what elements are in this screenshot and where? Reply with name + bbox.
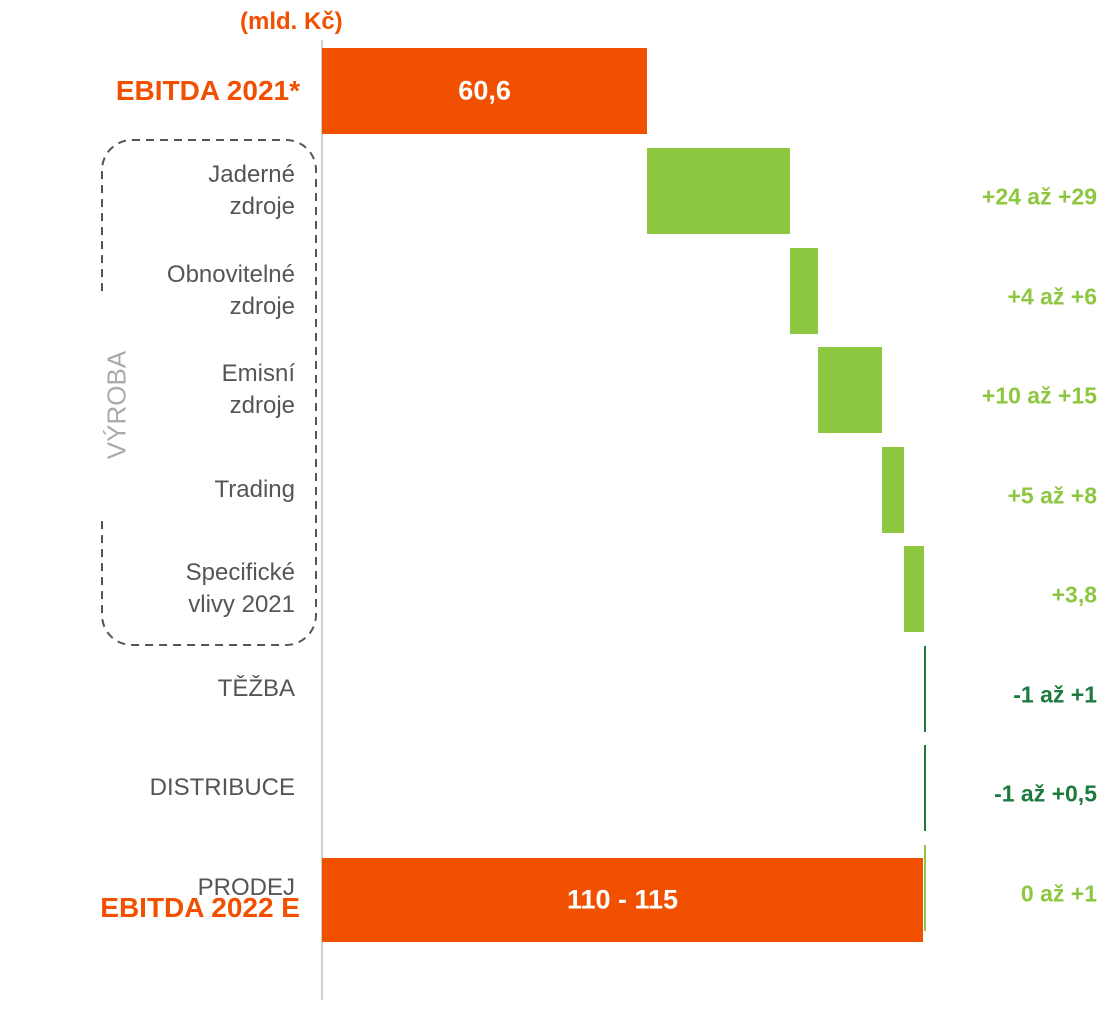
value-label: +3,8 [1051,581,1097,608]
category-label: Obnovitelné zdroje [166,260,295,320]
value-label: +5 až +8 [1007,482,1097,508]
value-label: 0 až +1 [1020,880,1097,906]
group-box [101,139,317,646]
bar [818,347,882,433]
category-label: Specifické vlivy 2021 [185,559,295,618]
start-bar [322,48,648,134]
value-label: +4 až +6 [1007,283,1097,309]
category-label: PRODEJ [197,873,295,901]
start-label: EBITDA 2021* [115,75,300,106]
category-label: Emisní zdroje [221,360,295,419]
bar [924,844,927,931]
bar [881,446,904,533]
bar [924,645,927,732]
end-value-label: 110 - 115 [566,884,679,915]
bar [924,745,927,831]
bar [790,247,819,334]
category-label: Jaderné zdroje [208,161,295,220]
value-label: +10 až +15 [981,382,1097,409]
category-label: TĚŽBA [217,674,295,702]
value-label: +24 až +29 [981,183,1097,210]
unit-label: (mld. Kč) [240,8,343,35]
bar [647,148,791,234]
bar [903,546,925,632]
category-label: Trading [214,475,295,503]
category-label: DISTRIBUCE [149,774,295,801]
end-bar [322,858,923,942]
group-gap [95,292,115,517]
start-value-label: 60,6 [458,75,511,106]
value-label: -1 až +0,5 [994,780,1097,807]
value-label: -1 až +1 [1013,681,1097,707]
end-label: EBITDA 2022 E [100,892,300,923]
